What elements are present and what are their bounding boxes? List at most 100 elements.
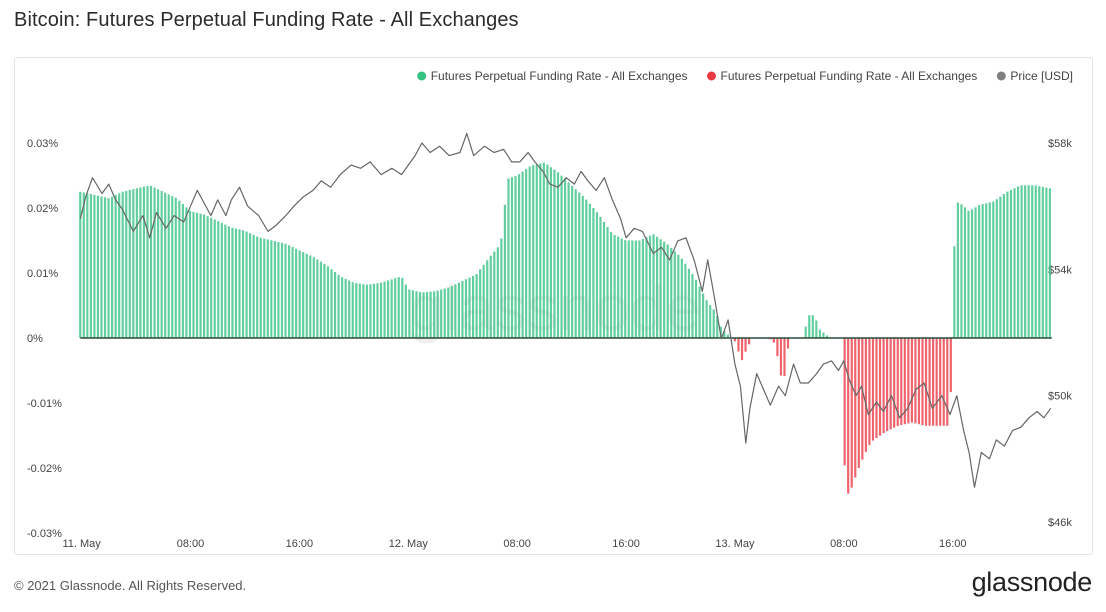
funding-bar-negative (772, 338, 775, 343)
copyright-text: © 2021 Glassnode. All Rights Reserved. (14, 578, 247, 593)
y-left-tick-label: 0.01% (27, 268, 58, 280)
funding-bar-positive (680, 258, 683, 338)
funding-bar-positive (273, 241, 276, 338)
funding-bar-positive (677, 254, 680, 338)
funding-bar-negative (903, 338, 906, 425)
funding-bar-positive (355, 283, 358, 338)
funding-bar-positive (234, 228, 238, 338)
funding-bar-negative (847, 338, 850, 494)
legend-label: Price [USD] (1010, 69, 1073, 83)
funding-bar-negative (776, 338, 779, 357)
funding-bar-negative (783, 338, 786, 377)
funding-bar-positive (482, 264, 485, 338)
funding-rate-chart[interactable]: glassnode Price [USD]Futures Perpetual F… (15, 58, 1092, 554)
funding-bar-positive (132, 189, 135, 338)
funding-bar-positive (726, 334, 729, 338)
funding-bar-positive (135, 188, 138, 338)
funding-bar-positive (249, 233, 252, 338)
legend-item[interactable]: Price [USD] (996, 69, 1073, 83)
funding-bar-positive (995, 199, 998, 338)
funding-bar-negative (935, 338, 938, 426)
funding-bar-positive (238, 229, 241, 338)
funding-bar-negative (889, 338, 892, 430)
funding-bar-positive (525, 169, 528, 338)
funding-bar-positive (379, 282, 383, 338)
funding-bar-positive (500, 238, 503, 338)
funding-bar-positive (1048, 188, 1051, 338)
funding-bar-positive (588, 203, 591, 338)
funding-bar-positive (440, 289, 443, 338)
funding-bar-positive (988, 202, 991, 338)
funding-bar-positive (659, 239, 662, 338)
funding-bar-positive (93, 194, 96, 338)
funding-bar-positive (245, 231, 248, 338)
funding-bar-positive (592, 208, 595, 338)
funding-bar-positive (638, 240, 641, 338)
x-tick-label: 16:00 (612, 538, 640, 550)
funding-bar-positive (167, 194, 170, 338)
funding-bar-negative (733, 338, 737, 342)
funding-bar-positive (563, 179, 567, 338)
funding-bar-positive (702, 293, 705, 338)
funding-bar-positive (549, 167, 553, 338)
funding-bar-positive (103, 197, 107, 338)
funding-bar-positive (585, 199, 588, 338)
funding-bar-positive (546, 164, 549, 338)
funding-bar-positive (125, 190, 128, 338)
legend-item[interactable]: Futures Perpetual Funding Rate - All Exc… (417, 69, 688, 83)
funding-bar-positive (1041, 186, 1044, 338)
funding-bar-negative (924, 338, 928, 426)
funding-bar-positive (263, 238, 266, 338)
funding-bar-positive (1006, 191, 1009, 338)
funding-bar-positive (479, 269, 482, 338)
funding-bar-positive (567, 182, 570, 338)
funding-bar-positive (648, 235, 652, 338)
x-tick-label: 12. May (389, 538, 429, 550)
funding-bar-positive (358, 283, 361, 338)
legend-label: Futures Perpetual Funding Rate - All Exc… (721, 69, 978, 83)
funding-bar-positive (86, 193, 89, 338)
funding-bar-negative (928, 338, 931, 426)
funding-bar-positive (953, 246, 956, 338)
legend-marker (707, 71, 716, 81)
funding-bar-positive (429, 291, 432, 338)
funding-bar-positive (164, 192, 167, 338)
funding-bar-positive (1013, 188, 1016, 338)
funding-bar-negative (921, 338, 924, 426)
funding-bar-positive (578, 192, 581, 338)
funding-bar-positive (818, 329, 821, 338)
funding-bar-negative (893, 338, 896, 428)
funding-bar-negative (737, 338, 740, 352)
funding-bar-positive (978, 205, 981, 338)
funding-bar-positive (287, 245, 291, 338)
y-axis-right: $58k $54k $50k $46k (1048, 138, 1072, 529)
funding-bar-positive (376, 283, 379, 338)
funding-bar-positive (425, 292, 429, 338)
funding-bar-positive (613, 235, 616, 338)
x-tick-label: 08:00 (177, 538, 205, 550)
funding-bar-positive (401, 277, 404, 338)
legend-item[interactable]: Futures Perpetual Funding Rate - All Exc… (707, 69, 977, 83)
funding-bar-positive (804, 326, 807, 338)
funding-bar-positive (1045, 187, 1048, 338)
funding-bar-negative (939, 338, 942, 426)
funding-bar-positive (974, 207, 977, 338)
funding-bar-positive (985, 203, 988, 338)
funding-bar-positive (369, 284, 372, 338)
funding-bar-positive (698, 286, 701, 338)
funding-bar-positive (372, 283, 376, 338)
funding-bar-positive (655, 236, 659, 338)
funding-bar-positive (312, 257, 315, 338)
y-right-tick-label: $50k (1048, 391, 1072, 403)
funding-bar-negative (949, 338, 952, 393)
funding-bar-negative (850, 338, 853, 488)
funding-bar-positive (330, 269, 333, 338)
funding-bar-positive (666, 244, 669, 338)
funding-bar-positive (609, 232, 613, 338)
funding-bar-positive (1016, 186, 1020, 338)
funding-bar-positive (337, 274, 340, 338)
funding-bar-positive (517, 174, 521, 338)
funding-bar-positive (811, 315, 814, 338)
funding-bar-positive (387, 280, 390, 338)
funding-bar-positive (663, 241, 666, 338)
